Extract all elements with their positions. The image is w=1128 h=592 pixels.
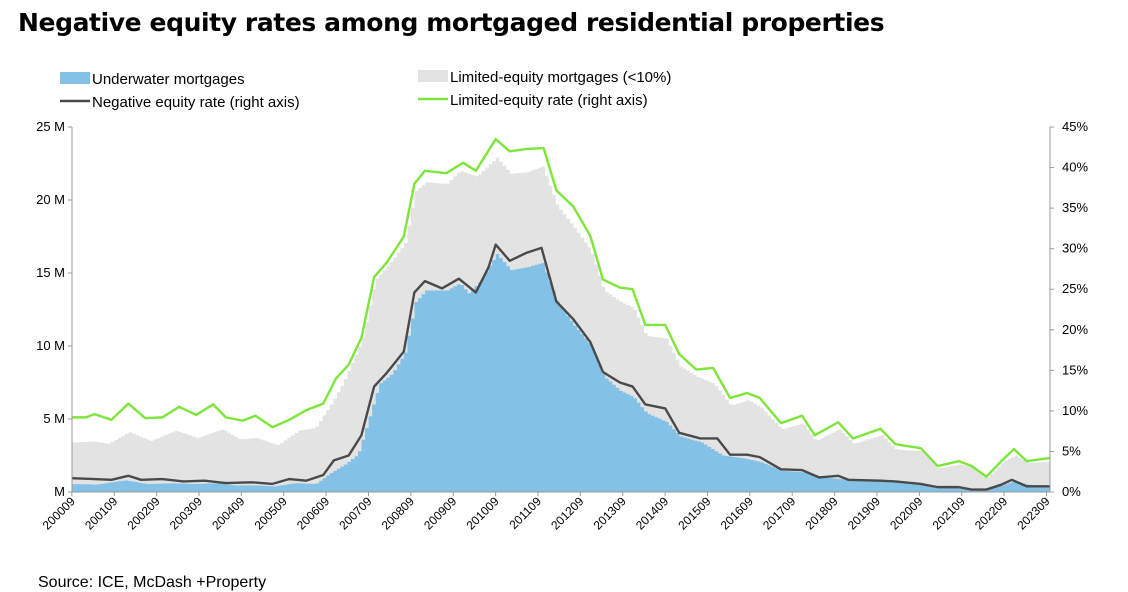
legend: Underwater mortgages Limited-equity mortg… bbox=[60, 69, 671, 111]
right-tick-label: 35% bbox=[1062, 200, 1088, 215]
left-tick-label: M bbox=[54, 484, 65, 499]
line-layer bbox=[71, 137, 1051, 491]
x-tick-label: 202309 bbox=[1014, 494, 1052, 532]
legend-label: Underwater mortgages bbox=[92, 71, 245, 88]
right-tick-label: 40% bbox=[1062, 160, 1088, 175]
x-tick-label: 201709 bbox=[760, 494, 798, 532]
x-tick-label: 200709 bbox=[336, 494, 374, 532]
right-tick-label: 30% bbox=[1062, 241, 1088, 256]
x-tick-label: 200309 bbox=[167, 494, 205, 532]
legend-label: Limited-equity mortgages (<10%) bbox=[450, 69, 671, 86]
right-tick-label: 25% bbox=[1062, 281, 1088, 296]
legend-label: Negative equity rate (right axis) bbox=[92, 94, 300, 111]
x-tick-label: 201009 bbox=[464, 494, 502, 532]
legend-item-limited-equity-mortgages-10: Limited-equity mortgages (<10%) bbox=[418, 69, 671, 86]
x-tick-label: 201109 bbox=[507, 494, 545, 532]
x-tick-label: 202009 bbox=[887, 494, 925, 532]
right-tick-label: 20% bbox=[1062, 322, 1088, 337]
legend-label: Limited-equity rate (right axis) bbox=[450, 92, 648, 109]
x-tick-label: 200609 bbox=[294, 494, 332, 532]
left-tick-label: 15 M bbox=[36, 265, 65, 280]
x-tick-label: 201409 bbox=[633, 494, 671, 532]
legend-swatch bbox=[60, 72, 90, 84]
x-tick-label: 200509 bbox=[252, 494, 290, 532]
x-tick-label: 201809 bbox=[803, 494, 841, 532]
x-tick-label: 200109 bbox=[82, 494, 120, 532]
x-tick-label: 202109 bbox=[930, 494, 968, 532]
line-limited-equity-rate-right-axis bbox=[72, 137, 1051, 478]
x-tick-label: 200009 bbox=[40, 494, 78, 532]
x-tick-label: 201309 bbox=[591, 494, 629, 532]
x-tick-label: 202209 bbox=[972, 494, 1010, 532]
x-tick-label: 201609 bbox=[718, 494, 756, 532]
right-tick-label: 45% bbox=[1062, 119, 1088, 134]
x-tick-label: 200909 bbox=[421, 494, 459, 532]
source-note: Source: ICE, McDash +Property bbox=[38, 574, 267, 591]
x-tick-label: 200809 bbox=[379, 494, 417, 532]
area-layer bbox=[72, 157, 1050, 492]
area-underwater-mortgages bbox=[72, 254, 1050, 492]
legend-item-negative-equity-rate-right-axis: Negative equity rate (right axis) bbox=[60, 94, 300, 111]
left-tick-label: 10 M bbox=[36, 338, 65, 353]
right-tick-label: 10% bbox=[1062, 403, 1088, 418]
right-tick-label: 15% bbox=[1062, 362, 1088, 377]
right-tick-label: 5% bbox=[1062, 443, 1081, 458]
x-tick-label: 201909 bbox=[845, 494, 883, 532]
right-tick-label: 0% bbox=[1062, 484, 1081, 499]
left-tick-label: 20 M bbox=[36, 192, 65, 207]
x-tick-label: 201209 bbox=[548, 494, 586, 532]
line-negative-equity-rate-right-axis bbox=[71, 243, 1050, 491]
left-tick-label: 5 M bbox=[43, 411, 65, 426]
legend-item-limited-equity-rate-right-axis: Limited-equity rate (right axis) bbox=[418, 92, 648, 109]
legend-item-underwater-mortgages: Underwater mortgages bbox=[60, 71, 245, 88]
x-tick-label: 201509 bbox=[675, 494, 713, 532]
x-tick-label: 200209 bbox=[125, 494, 163, 532]
left-tick-label: 25 M bbox=[36, 119, 65, 134]
legend-swatch bbox=[418, 70, 448, 82]
chart-title: Negative equity rates among mortgaged re… bbox=[18, 8, 885, 37]
x-tick-label: 200409 bbox=[209, 494, 247, 532]
